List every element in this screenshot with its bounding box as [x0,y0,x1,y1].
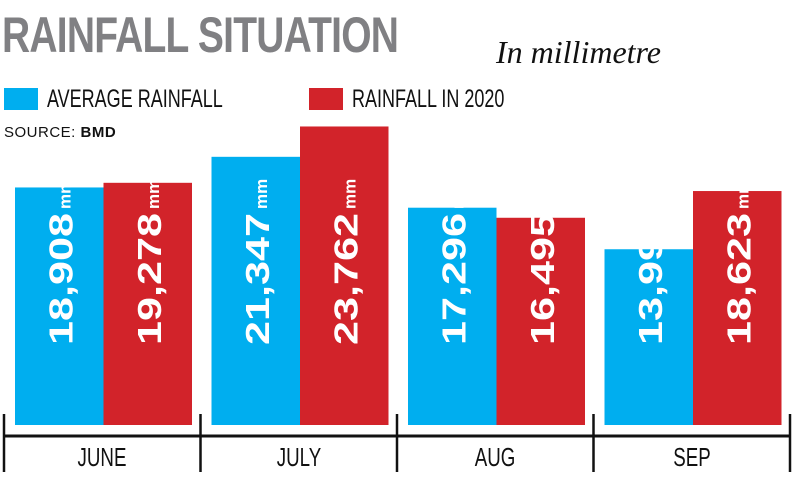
bar-aug-2020 [496,217,585,425]
source-label: SOURCE: [4,124,76,141]
bar-july-2020 [300,126,389,426]
source-value: BMD [80,124,117,141]
data-label-june-2020: 19,278mm [131,179,168,345]
data-label-july-average: 21,347mm [239,179,276,345]
data-label-sep-2020: 18,623mm [720,179,757,345]
data-label-aug-2020: 16,495mm [524,179,561,345]
bar-june-2020 [103,182,192,425]
legend-label-average: AVERAGE RAINFALL [47,84,223,113]
legend-item-2020: RAINFALL IN 2020 [309,84,564,113]
chart-title: RAINFALL SITUATION [2,7,399,63]
x-tick-label-june: JUNE [77,442,127,472]
bar-sep-2020 [693,191,782,425]
x-tick-label-aug: AUG [474,442,516,472]
data-label-july-2020: 23,762mm [327,179,364,345]
data-label-aug-average: 17,296mm [435,179,472,345]
bar-sep-average [604,249,693,425]
source-note: SOURCE: BMD [4,124,116,141]
data-label-sep-average: 13,990mm [632,179,669,345]
legend-label-2020: RAINFALL IN 2020 [352,84,505,113]
bar-june-average [15,187,104,425]
legend-swatch-average [4,88,38,110]
data-label-june-average: 18,908mm [42,179,79,345]
bar-july-average [211,156,300,425]
bar-aug-average [408,207,497,425]
x-tick-label-july: JULY [276,442,321,472]
x-tick-label-sep: SEP [673,442,711,472]
legend-swatch-2020 [309,88,343,110]
legend-item-average: AVERAGE RAINFALL [4,84,291,113]
chart-subtitle: In millimetre [496,34,661,70]
